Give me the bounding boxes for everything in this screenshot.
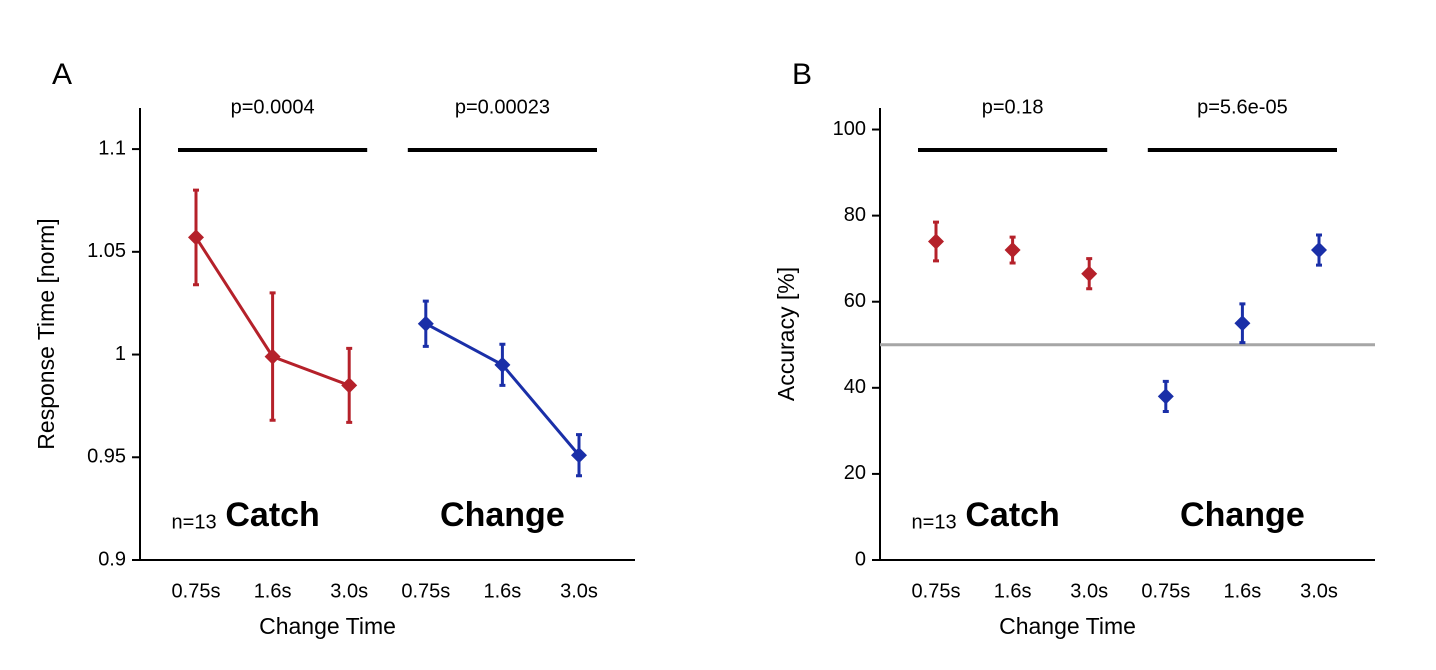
x-tick-label: 3.0s	[1300, 580, 1338, 602]
p-value: p=5.6e-05	[1197, 96, 1288, 118]
y-tick-label: 1.05	[87, 240, 126, 262]
panel-label: A	[52, 58, 72, 91]
x-tick-label: 3.0s	[560, 580, 598, 602]
marker	[1157, 388, 1174, 405]
x-tick-label: 1.6s	[254, 580, 292, 602]
panel-label: B	[792, 58, 812, 91]
x-tick-label: 0.75s	[401, 580, 450, 602]
x-tick-label: 0.75s	[172, 580, 221, 602]
x-tick-label: 1.6s	[1223, 580, 1261, 602]
panel: A 0.9 0.95 1 1.05 1.1 0.75s 1.6s 3.0s 0.75s 1.6s 3.…	[33, 58, 635, 639]
x-tick-label: 3.0s	[330, 580, 368, 602]
marker	[1004, 242, 1021, 259]
y-tick-label: 40	[844, 376, 866, 398]
x-tick-label: 1.6s	[994, 580, 1032, 602]
x-tick-label: 0.75s	[1141, 580, 1190, 602]
y-axis-label: Accuracy [%]	[773, 267, 799, 401]
y-tick-label: 60	[844, 290, 866, 312]
marker	[188, 229, 204, 246]
x-tick-label: 0.75s	[912, 580, 961, 602]
y-tick-label: 80	[844, 204, 866, 226]
y-tick-label: 100	[833, 118, 866, 140]
y-tick-label: 0	[855, 548, 866, 570]
panel: B 0 20 40 60 80 100 0.75s 1.6s 3.0s 0.75s 1.6s 3.0s C…	[773, 58, 1375, 639]
marker	[494, 356, 511, 373]
series-label: Change	[1180, 496, 1305, 534]
p-value: p=0.00023	[455, 96, 550, 118]
y-tick-label: 20	[844, 462, 866, 484]
marker	[341, 377, 358, 394]
y-tick-label: 0.9	[98, 548, 126, 570]
series-label: Catch	[225, 496, 319, 534]
y-axis-label: Response Time [norm]	[33, 218, 59, 449]
x-axis-label: Change Time	[259, 613, 396, 639]
series-label: Change	[440, 496, 565, 534]
y-tick-label: 1.1	[98, 137, 126, 159]
p-value: p=0.18	[982, 96, 1044, 118]
series-label: Catch	[965, 496, 1059, 534]
marker	[417, 315, 434, 332]
sample-size: n=13	[912, 511, 957, 533]
marker	[571, 447, 587, 464]
marker	[1234, 315, 1251, 332]
x-tick-label: 1.6s	[483, 580, 521, 602]
sample-size: n=13	[172, 511, 217, 533]
x-tick-label: 3.0s	[1070, 580, 1108, 602]
marker	[1311, 242, 1327, 259]
marker	[928, 233, 944, 250]
marker	[264, 348, 281, 365]
marker	[1081, 265, 1098, 282]
y-tick-label: 1	[115, 343, 126, 365]
y-tick-label: 0.95	[87, 446, 126, 468]
x-axis-label: Change Time	[999, 613, 1136, 639]
p-value: p=0.0004	[231, 96, 315, 118]
